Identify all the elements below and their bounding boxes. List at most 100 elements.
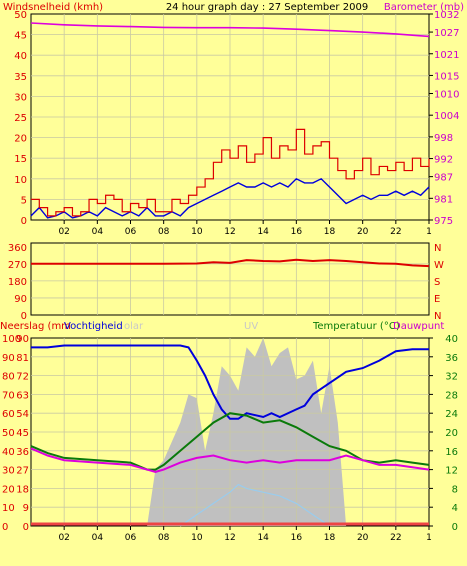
wind-tick-label: 35	[14, 72, 27, 83]
x-tick-label: 08	[158, 533, 170, 543]
wind-tick-label: 40	[14, 51, 27, 62]
x-tick-label: 04	[92, 227, 104, 237]
x-tick-label: 16	[291, 227, 303, 237]
x-tick-label: 04	[92, 533, 104, 543]
wind-speed-line	[30, 177, 430, 219]
x-tick-label: 12	[224, 227, 235, 237]
compass-label: W	[434, 260, 444, 271]
humidity-axis-label: Vochtigheid	[64, 321, 123, 332]
rain-tick-label: 0	[23, 522, 29, 533]
barometer-line	[30, 22, 430, 38]
x-tick-label: 1	[426, 533, 432, 543]
x-tick-label: 18	[324, 533, 336, 543]
temperature-tick-label: 16	[445, 447, 458, 458]
wind-tick-label: 25	[14, 113, 27, 124]
dewpoint-line	[30, 447, 430, 473]
solar-axis-label: olar	[124, 321, 144, 332]
temperature-tick-label: 28	[445, 390, 458, 401]
wind-direction-line	[31, 258, 430, 268]
direction-tick-label: 0	[21, 311, 27, 322]
humidity-tick-label: 80	[2, 372, 15, 383]
x-tick-label: 02	[58, 227, 69, 237]
barometer-tick-label: 992	[434, 155, 453, 166]
wind-gust-line	[31, 128, 430, 217]
x-tick-label: 08	[158, 227, 170, 237]
humidity-panel-grid	[31, 338, 429, 526]
x-tick-label: 06	[125, 227, 137, 237]
temperature-tick-label: 32	[445, 372, 458, 383]
x-tick-label: 10	[191, 227, 203, 237]
uv-line	[179, 483, 330, 527]
barometer-tick-label: 1027	[434, 28, 459, 39]
wind-panel-grid	[31, 14, 429, 220]
x-tick-label: 1	[426, 227, 432, 237]
humidity-tick-label: 20	[2, 484, 15, 495]
humidity-tick-label: 70	[2, 390, 15, 401]
rain-tick-label: 90	[16, 334, 29, 345]
rain-tick-label: 27	[16, 466, 29, 477]
x-tick-label: 12	[224, 533, 235, 543]
wind-tick-label: 0	[21, 216, 27, 227]
wind-tick-label: 10	[14, 175, 27, 186]
wind-tick-label: 45	[14, 31, 27, 42]
wind-panel-series	[30, 22, 430, 219]
temperature-tick-label: 8	[452, 484, 458, 495]
compass-label: N	[434, 243, 441, 254]
wind-tick-label: 5	[21, 195, 27, 206]
direction-tick-label: 270	[8, 260, 27, 271]
humidity-tick-label: 30	[2, 466, 15, 477]
wind-axis-label: Windsnelheid (kmh)	[3, 2, 103, 13]
rain-tick-label: 81	[16, 353, 29, 364]
humidity-y-axis: 0102030405060708090100091827364554637281…	[2, 334, 29, 533]
humidity-tick-label: 90	[2, 353, 15, 364]
barometer-tick-label: 1010	[434, 90, 459, 101]
x-tick-label: 16	[291, 533, 303, 543]
wind-tick-label: 50	[14, 10, 27, 21]
direction-tick-label: 90	[14, 294, 27, 305]
barometer-tick-label: 1032	[434, 10, 459, 21]
humidity-panel-series	[30, 344, 430, 527]
temperature-tick-label: 20	[445, 428, 458, 439]
humidity-tick-label: 50	[2, 428, 15, 439]
barometer-y-axis: 975 981 987 992 998 1004 1010 1015 1021 1027 1032	[429, 10, 459, 227]
temperature-tick-label: 36	[445, 353, 458, 364]
chart-title: 24 hour graph day : 27 September 2009	[166, 2, 368, 13]
wind-tick-label: 30	[14, 92, 27, 103]
humidity-tick-label: 100	[2, 334, 21, 345]
x-tick-label: 20	[357, 533, 369, 543]
x-tick-label: 20	[357, 227, 369, 237]
rain-tick-label: 18	[16, 484, 29, 495]
rain-tick-label: 45	[16, 428, 29, 439]
humidity-temperature-panel: 0102030405060708090100091827364554637281…	[0, 321, 458, 543]
temperature-tick-label: 12	[445, 466, 458, 477]
rain-tick-label: 9	[23, 503, 29, 514]
wind-tick-label: 15	[14, 154, 27, 165]
barometer-tick-label: 981	[434, 194, 453, 205]
x-tick-label: 02	[58, 533, 69, 543]
temperature-y-axis: 0 4 8 12 16 20 24 28 32 36 40	[429, 334, 458, 533]
compass-label: N	[434, 311, 441, 322]
humidity-tick-label: 40	[2, 447, 15, 458]
wind-direction-y-axis: 360 270 180 90 0	[8, 243, 27, 322]
x-tick-label: 14	[257, 227, 269, 237]
direction-tick-label: 180	[8, 277, 27, 288]
x-tick-label: 22	[390, 533, 401, 543]
temperature-tick-label: 40	[445, 334, 458, 345]
x-tick-label: 10	[191, 533, 203, 543]
temperature-tick-label: 4	[452, 503, 458, 514]
barometer-tick-label: 1015	[434, 71, 459, 82]
direction-tick-label: 360	[8, 243, 27, 254]
temperature-tick-label: 0	[452, 522, 458, 533]
compass-label: S	[434, 277, 440, 288]
rain-tick-label: 63	[16, 390, 29, 401]
x-tick-label: 06	[125, 533, 137, 543]
barometer-tick-label: 1004	[434, 111, 459, 122]
wind-y-axis: 0 5 10 15 20 25 30 35 40 45 50	[14, 10, 27, 227]
uv-axis-label: UV	[244, 321, 258, 332]
temperature-axis-label: Temperatuur (°C)	[312, 321, 400, 332]
barometer-tick-label: 987	[434, 173, 453, 184]
